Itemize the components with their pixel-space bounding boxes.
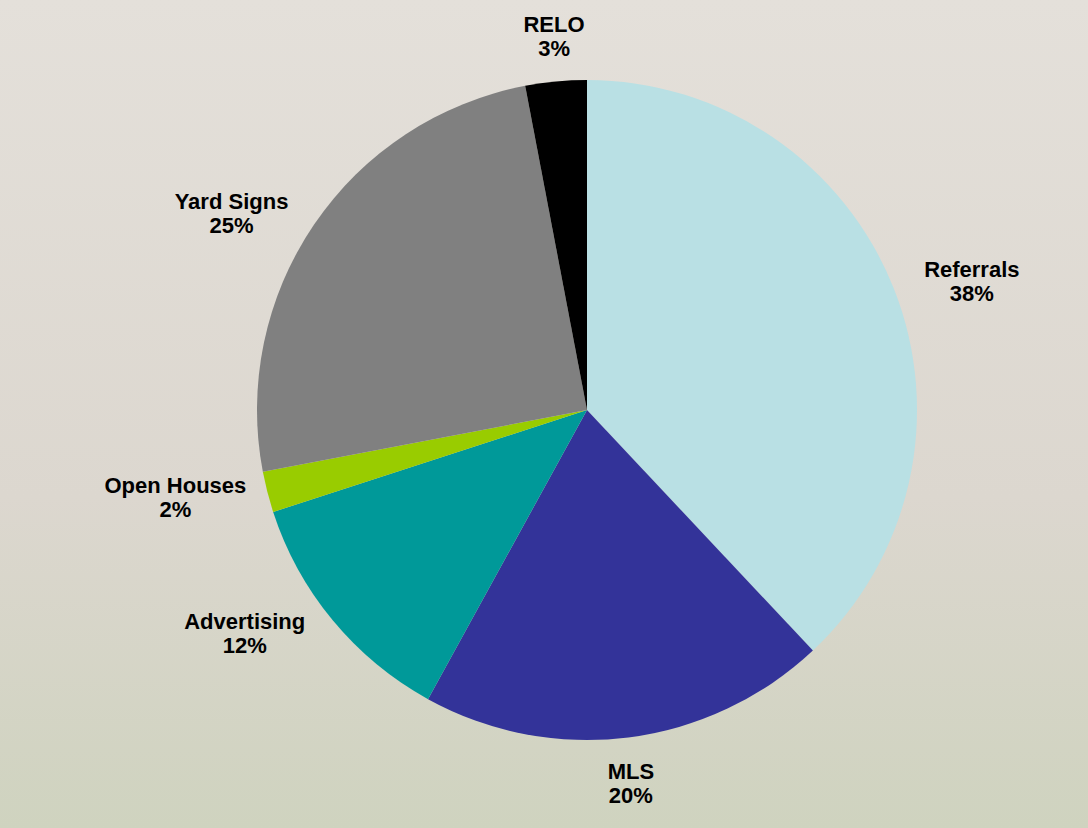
svg-text:Advertising: Advertising	[184, 609, 305, 634]
svg-text:12%: 12%	[223, 633, 267, 658]
svg-text:RELO: RELO	[523, 12, 584, 37]
svg-text:Yard Signs: Yard Signs	[175, 189, 289, 214]
svg-text:38%: 38%	[950, 281, 994, 306]
svg-text:25%: 25%	[209, 213, 253, 238]
svg-text:MLS: MLS	[608, 759, 654, 784]
svg-text:Open Houses: Open Houses	[104, 473, 246, 498]
svg-text:3%: 3%	[538, 36, 570, 61]
svg-text:20%: 20%	[609, 783, 653, 808]
svg-text:2%: 2%	[159, 497, 191, 522]
svg-text:Referrals: Referrals	[924, 257, 1019, 282]
